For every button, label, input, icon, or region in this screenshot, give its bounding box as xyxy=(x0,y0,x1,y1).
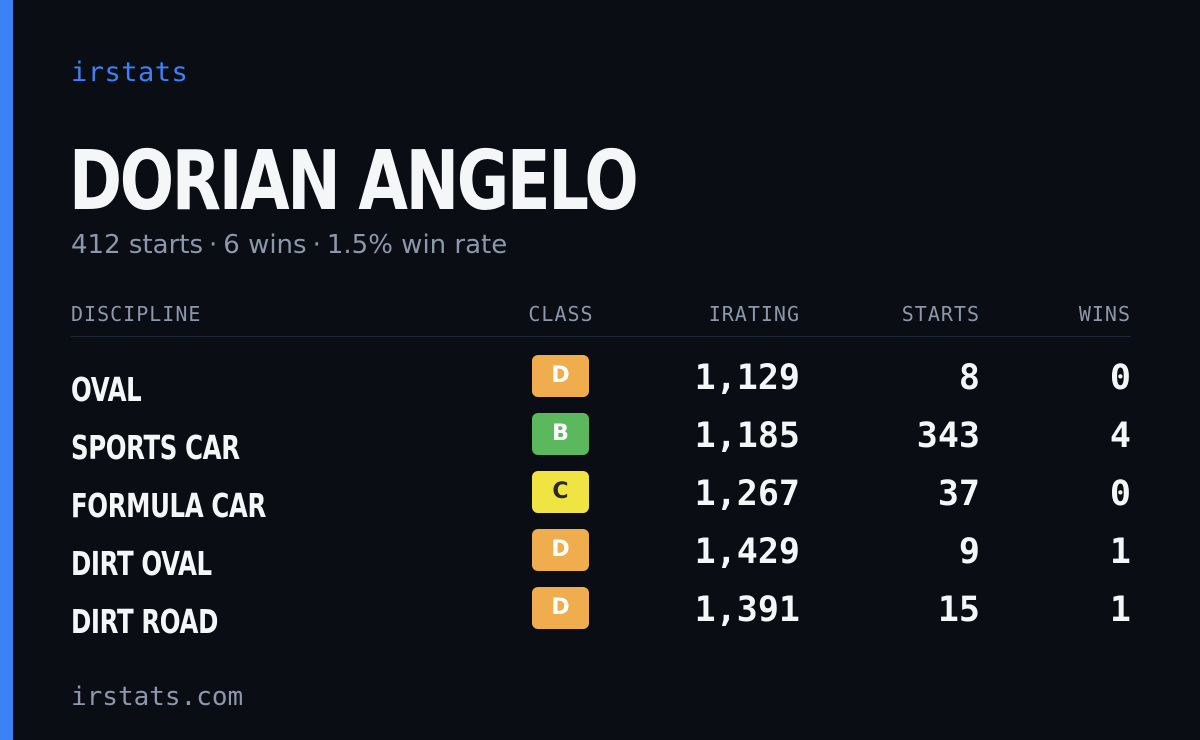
separator: · xyxy=(209,230,218,260)
table-row: SPORTS CAR B 1,185 343 4 xyxy=(71,411,1131,469)
driver-name: DORIAN ANGELO xyxy=(69,134,639,229)
wins-summary: 6 wins xyxy=(223,230,307,260)
irating-value: 1,429 xyxy=(694,532,800,572)
discipline-name: DIRT OVAL xyxy=(71,544,212,583)
table-body: OVAL D 1,129 8 0 SPORTS CAR B 1,185 343 … xyxy=(71,353,1131,643)
column-header-class: CLASS xyxy=(528,302,594,326)
table-row: DIRT ROAD D 1,391 15 1 xyxy=(71,585,1131,643)
table-row: OVAL D 1,129 8 0 xyxy=(71,353,1131,411)
separator: · xyxy=(312,230,321,260)
irating-value: 1,129 xyxy=(694,358,800,398)
wins-value: 4 xyxy=(1109,416,1131,456)
wins-value: 0 xyxy=(1109,474,1131,514)
irating-value: 1,391 xyxy=(694,590,800,630)
starts-value: 343 xyxy=(916,416,980,456)
column-header-starts: STARTS xyxy=(901,302,980,326)
class-badge: D xyxy=(532,529,589,571)
discipline-name: SPORTS CAR xyxy=(71,428,240,467)
discipline-name: FORMULA CAR xyxy=(71,486,266,525)
wins-value: 0 xyxy=(1109,358,1131,398)
class-badge: C xyxy=(532,471,589,513)
column-header-wins: WINS xyxy=(1078,302,1131,326)
brand-logo: irstats xyxy=(71,57,189,88)
accent-bar xyxy=(0,0,13,740)
class-badge: D xyxy=(532,587,589,629)
irating-value: 1,267 xyxy=(694,474,800,514)
wins-value: 1 xyxy=(1109,590,1131,630)
discipline-name: OVAL xyxy=(71,370,142,409)
class-badge: B xyxy=(532,413,589,455)
starts-value: 8 xyxy=(958,358,980,398)
footer-url[interactable]: irstats.com xyxy=(71,682,244,712)
starts-summary: 412 starts xyxy=(71,230,203,260)
class-badge: D xyxy=(532,355,589,397)
discipline-stats-table: DISCIPLINE CLASS IRATING STARTS WINS OVA… xyxy=(71,296,1131,643)
discipline-name: DIRT ROAD xyxy=(71,602,218,641)
starts-value: 9 xyxy=(958,532,980,572)
driver-summary: 412 starts · 6 wins · 1.5% win rate xyxy=(71,228,507,262)
win-rate-summary: 1.5% win rate xyxy=(326,230,508,260)
table-row: FORMULA CAR C 1,267 37 0 xyxy=(71,469,1131,527)
column-header-irating: IRATING xyxy=(708,302,800,326)
irating-value: 1,185 xyxy=(694,416,800,456)
wins-value: 1 xyxy=(1109,532,1131,572)
starts-value: 15 xyxy=(937,590,980,630)
column-header-discipline: DISCIPLINE xyxy=(71,302,202,326)
starts-value: 37 xyxy=(937,474,980,514)
table-row: DIRT OVAL D 1,429 9 1 xyxy=(71,527,1131,585)
table-header: DISCIPLINE CLASS IRATING STARTS WINS xyxy=(71,296,1131,337)
